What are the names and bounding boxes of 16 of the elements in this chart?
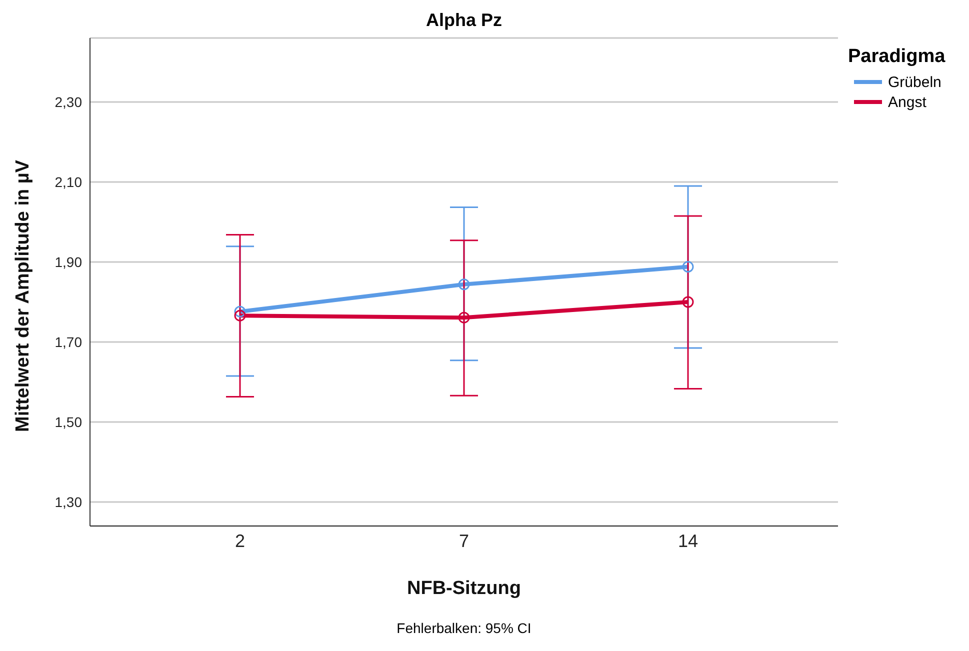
text: Fehlerbalken: 95% CI [396, 620, 532, 636]
y-tick-label: 1,90 [54, 254, 82, 270]
legend-label: Grübeln [888, 74, 942, 90]
x-axis-title: NFB-Sitzung [407, 578, 521, 599]
y-tick-label: 1,70 [54, 334, 82, 350]
legend-title: Paradigma [848, 46, 946, 68]
x-tick-label: 7 [458, 530, 470, 551]
y-tick-label: 1,50 [54, 414, 82, 430]
y-tick-label: 2,10 [54, 174, 82, 190]
chart-title: Alpha Pz [424, 10, 503, 31]
y-tick-label: 2,30 [54, 94, 82, 110]
y-tick-label: 1,30 [54, 494, 82, 510]
x-tick-label: 2 [234, 530, 246, 551]
x-tick-label: 14 [678, 530, 698, 551]
y-axis-title: Mittelwert der Amplitude in µV [12, 160, 34, 432]
legend-label: Angst [888, 94, 926, 110]
